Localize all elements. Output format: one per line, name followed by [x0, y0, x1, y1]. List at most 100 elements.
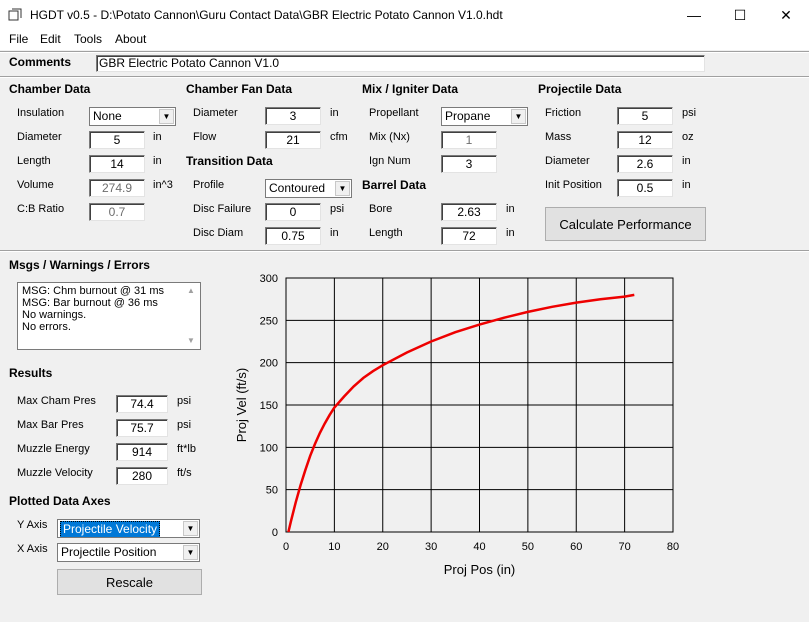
mass-unit: oz	[682, 131, 694, 143]
scroll-down-icon[interactable]: ▼	[187, 336, 195, 345]
minimize-button[interactable]: —	[671, 0, 717, 30]
projectile-data-heading: Projectile Data	[538, 82, 622, 96]
x-axis-select[interactable]: Projectile Position ▼	[57, 543, 200, 562]
divider	[0, 76, 809, 78]
muzzle-velocity-unit: ft/s	[177, 467, 192, 479]
disc-diam-label: Disc Diam	[193, 227, 244, 239]
x-tick-label: 70	[619, 541, 631, 553]
chamber-length-label: Length	[17, 155, 51, 167]
velocity-position-chart: 0 10 20 30 40 50 60 70 80 0 50 100 150 200 250 300 Proj…	[234, 273, 679, 577]
y-tick-label: 250	[260, 315, 278, 327]
y-tick-label: 200	[260, 358, 278, 370]
ign-num-label: Ign Num	[369, 155, 411, 167]
menu-file[interactable]: File	[9, 32, 29, 46]
mix-data-heading: Mix / Igniter Data	[362, 82, 459, 96]
max-bar-pres-label: Max Bar Pres	[17, 419, 84, 431]
chamber-diameter-field[interactable]: 5	[89, 131, 145, 149]
plot-frame	[285, 277, 674, 533]
max-cham-pres-unit: psi	[177, 395, 192, 407]
x-axis-value: Projectile Position	[61, 545, 157, 559]
x-tick-label: 20	[377, 541, 389, 553]
muzzle-velocity-field: 280	[116, 467, 168, 485]
y-axis-title: Proj Vel (ft/s)	[234, 368, 249, 442]
disc-failure-label: Disc Failure	[193, 203, 252, 215]
bore-label: Bore	[369, 203, 393, 215]
barrel-length-label: Length	[369, 227, 403, 239]
message-line: MSG: Chm burnout @ 31 ms	[22, 285, 164, 297]
chamber-length-field[interactable]: 14	[89, 155, 145, 173]
comments-label: Comments	[9, 55, 72, 69]
messages-heading: Msgs / Warnings / Errors	[9, 258, 150, 272]
menu-edit[interactable]: Edit	[40, 32, 61, 46]
propellant-label: Propellant	[369, 107, 419, 119]
flow-unit: cfm	[330, 131, 348, 143]
title-bar	[0, 0, 809, 30]
ign-num-field[interactable]: 3	[441, 155, 497, 173]
x-tick-label: 10	[328, 541, 340, 553]
y-axis-value: Projectile Velocity	[60, 521, 161, 537]
y-tick-label: 300	[260, 273, 278, 285]
bore-field[interactable]: 2.63	[441, 203, 497, 221]
cb-ratio-label: C:B Ratio	[17, 203, 65, 215]
disc-diam-unit: in	[330, 227, 339, 239]
divider	[0, 250, 809, 252]
y-axis-select[interactable]: Projectile Velocity ▼	[57, 519, 200, 538]
friction-label: Friction	[545, 107, 582, 119]
x-axis-title: Proj Pos (in)	[444, 562, 516, 577]
max-cham-pres-label: Max Cham Pres	[17, 395, 96, 407]
fan-data-heading: Chamber Fan Data	[186, 82, 293, 96]
profile-label: Profile	[193, 179, 225, 191]
scroll-up-icon[interactable]: ▲	[187, 286, 195, 295]
maximize-button[interactable]: ☐	[717, 0, 763, 30]
calculate-performance-button[interactable]: Calculate Performance	[545, 207, 706, 241]
y-tick-label: 150	[260, 400, 278, 412]
chevron-down-icon: ▼	[511, 109, 526, 124]
chamber-length-unit: in	[153, 155, 162, 167]
barrel-data-heading: Barrel Data	[362, 178, 427, 192]
fan-diameter-field[interactable]: 3	[265, 107, 321, 125]
menu-tools[interactable]: Tools	[74, 32, 103, 46]
y-axis-label: Y Axis	[17, 519, 48, 531]
chevron-down-icon: ▼	[183, 521, 198, 536]
barrel-length-field[interactable]: 72	[441, 227, 497, 245]
propellant-select[interactable]: Propane ▼	[441, 107, 528, 126]
disc-diam-field[interactable]: 0.75	[265, 227, 321, 245]
messages-scrollbar[interactable]: ▲ ▼	[184, 284, 199, 348]
x-tick-label: 60	[570, 541, 582, 553]
chamber-data-heading: Chamber Data	[9, 82, 91, 96]
insulation-value: None	[93, 109, 122, 123]
comments-field[interactable]: GBR Electric Potato Cannon V1.0	[96, 55, 705, 72]
window-title: HGDT v0.5 - D:\Potato Cannon\Guru Contac…	[30, 8, 503, 22]
muzzle-energy-unit: ft*lb	[177, 443, 196, 455]
x-tick-label: 80	[667, 541, 679, 553]
flow-field[interactable]: 21	[265, 131, 321, 149]
mass-field[interactable]: 12	[617, 131, 673, 149]
disc-failure-field[interactable]: 0	[265, 203, 321, 221]
y-tick-label: 0	[272, 527, 278, 539]
chevron-down-icon: ▼	[183, 545, 198, 560]
init-position-field[interactable]: 0.5	[617, 179, 673, 197]
chamber-diameter-unit: in	[153, 131, 162, 143]
app-icon	[8, 8, 22, 21]
volume-field: 274.9	[89, 179, 145, 197]
muzzle-energy-field: 914	[116, 443, 168, 461]
max-bar-pres-field: 75.7	[116, 419, 168, 437]
fan-diameter-unit: in	[330, 107, 339, 119]
messages-box[interactable]: MSG: Chm burnout @ 31 ms MSG: Bar burnou…	[17, 282, 201, 350]
chevron-down-icon: ▼	[335, 181, 350, 196]
friction-field[interactable]: 5	[617, 107, 673, 125]
rescale-button[interactable]: Rescale	[57, 569, 202, 595]
cb-ratio-field: 0.7	[89, 203, 145, 221]
menu-about[interactable]: About	[115, 32, 147, 46]
profile-select[interactable]: Contoured ▼	[265, 179, 352, 198]
projectile-diameter-field[interactable]: 2.6	[617, 155, 673, 173]
max-cham-pres-field: 74.4	[116, 395, 168, 413]
close-button[interactable]: ✕	[763, 0, 809, 30]
muzzle-velocity-label: Muzzle Velocity	[17, 467, 93, 479]
message-line: MSG: Bar burnout @ 36 ms	[22, 297, 158, 309]
fan-diameter-label: Diameter	[193, 107, 238, 119]
x-tick-label: 30	[425, 541, 437, 553]
x-tick-label: 40	[473, 541, 485, 553]
insulation-select[interactable]: None ▼	[89, 107, 176, 126]
y-tick-label: 50	[266, 485, 278, 497]
